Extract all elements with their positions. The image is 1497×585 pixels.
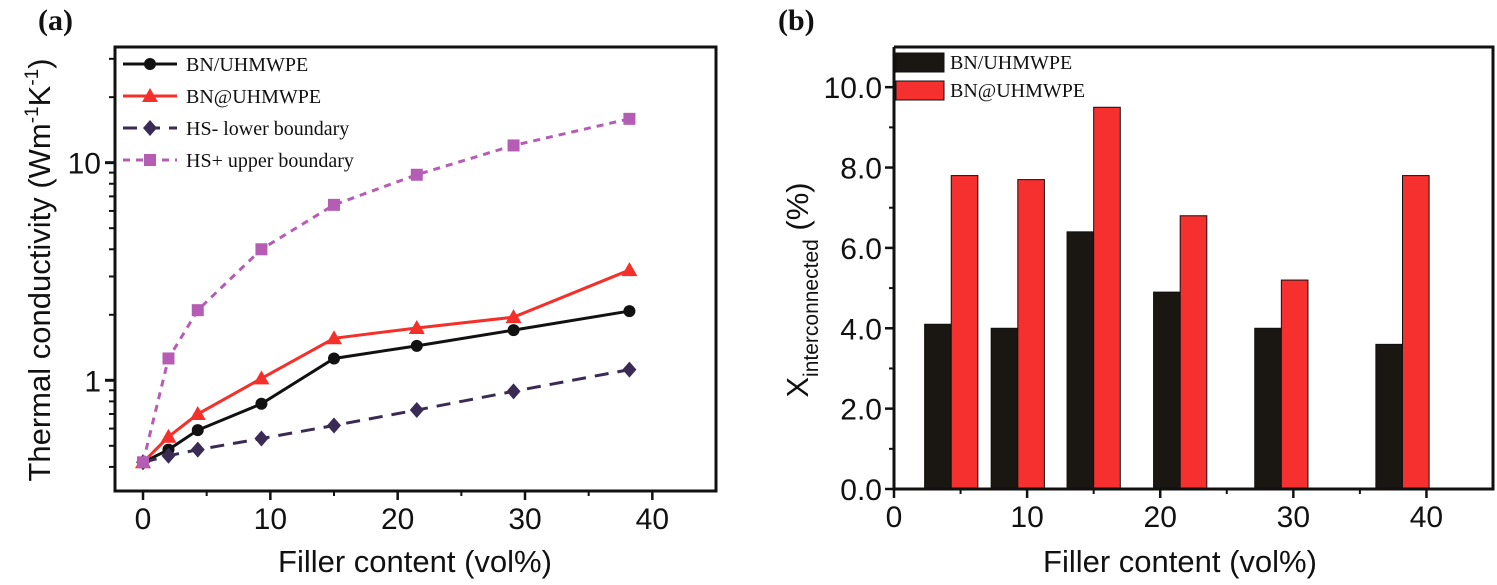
y-tick-label-b: 8.0 bbox=[840, 153, 882, 186]
bar bbox=[1017, 179, 1045, 490]
legend-label: BN@UHMWPE bbox=[950, 80, 1085, 102]
series-0 bbox=[137, 305, 636, 469]
data-point bbox=[255, 243, 268, 256]
bar bbox=[1254, 327, 1282, 490]
data-point bbox=[162, 352, 175, 365]
y-tick-label-a: 10 bbox=[68, 148, 101, 181]
y-tick-label-b: 0.0 bbox=[840, 474, 882, 507]
bar bbox=[950, 175, 979, 490]
plot-frame-a bbox=[113, 45, 718, 493]
chart-a: (a) Filler content (vol%) Thermal conduc… bbox=[22, 4, 718, 579]
chart-b: (b) Filler content (vol%) Xinterconnecte… bbox=[778, 4, 1495, 579]
legend-item: HS- lower boundary bbox=[123, 118, 349, 140]
x-tick-label-a: 10 bbox=[254, 503, 287, 536]
legend-item: BN/UHMWPE bbox=[123, 54, 308, 76]
data-point bbox=[254, 430, 269, 447]
data-point bbox=[255, 397, 268, 410]
y-tick-label-b: 10.0 bbox=[824, 72, 882, 105]
data-point bbox=[410, 168, 423, 181]
panel-label-a: (a) bbox=[38, 4, 73, 37]
legend-marker bbox=[143, 120, 157, 136]
bar bbox=[1280, 279, 1309, 490]
legend-marker bbox=[144, 154, 156, 166]
data-point bbox=[189, 406, 206, 421]
bar bbox=[1066, 231, 1095, 490]
series-line bbox=[142, 309, 630, 464]
x-tick-label-b: 40 bbox=[1410, 501, 1443, 534]
legend-item: HS+ upper boundary bbox=[123, 150, 354, 172]
x-tick-label-a: 0 bbox=[135, 503, 152, 536]
legend-label: HS+ upper boundary bbox=[186, 150, 354, 172]
x-tick-label-b: 20 bbox=[1144, 501, 1177, 534]
series-3 bbox=[137, 112, 636, 469]
y-axis-label-a: Thermal conductivity (Wm-1K-1) bbox=[22, 58, 57, 481]
bar bbox=[1153, 291, 1181, 490]
y-tick-label-b: 6.0 bbox=[840, 233, 882, 266]
data-point bbox=[621, 262, 638, 277]
data-point bbox=[328, 198, 341, 211]
data-point bbox=[623, 305, 636, 318]
data-point bbox=[505, 309, 522, 324]
x-tick-label-b: 0 bbox=[886, 501, 903, 534]
data-point bbox=[410, 339, 423, 352]
y-tick-label-a: 1 bbox=[84, 365, 101, 398]
y-tick-label-b: 2.0 bbox=[840, 394, 882, 427]
data-point bbox=[190, 441, 205, 458]
series-2 bbox=[136, 361, 637, 471]
panel-label-b: (b) bbox=[778, 4, 815, 37]
data-point bbox=[507, 324, 520, 337]
plot-frame-b bbox=[892, 45, 1495, 491]
data-point bbox=[137, 456, 150, 469]
bar bbox=[924, 323, 952, 490]
x-axis-label-b: Filler content (vol%) bbox=[1043, 544, 1317, 579]
legend-marker bbox=[144, 58, 156, 70]
data-point bbox=[160, 428, 177, 443]
data-point bbox=[253, 370, 270, 385]
x-tick-label-b: 10 bbox=[1010, 501, 1043, 534]
series-1 bbox=[135, 262, 638, 469]
x-tick-label-a: 20 bbox=[381, 503, 414, 536]
bar bbox=[1179, 215, 1208, 490]
legend-item: BN@UHMWPE bbox=[123, 86, 321, 108]
y-axis-label-b: Xinterconnected (%) bbox=[780, 182, 823, 397]
x-tick-label-a: 30 bbox=[508, 503, 541, 536]
data-point bbox=[622, 361, 637, 378]
legend-marker bbox=[142, 88, 158, 102]
legend-label: BN/UHMWPE bbox=[950, 52, 1072, 74]
legend-label: BN/UHMWPE bbox=[186, 54, 308, 76]
data-point bbox=[161, 447, 176, 464]
data-point bbox=[409, 402, 424, 419]
data-point bbox=[506, 383, 521, 400]
series-line bbox=[142, 368, 630, 464]
legend-label: BN@UHMWPE bbox=[186, 86, 321, 108]
legend-swatch bbox=[895, 80, 945, 101]
series-line bbox=[141, 117, 630, 463]
data-point bbox=[507, 139, 520, 152]
series-line bbox=[141, 268, 630, 464]
data-point bbox=[191, 424, 204, 437]
data-point bbox=[328, 352, 341, 365]
data-point bbox=[326, 330, 343, 345]
bar bbox=[990, 327, 1019, 490]
legend-swatch bbox=[895, 52, 945, 73]
x-tick-label-b: 30 bbox=[1277, 501, 1310, 534]
data-point bbox=[191, 304, 204, 317]
bar bbox=[1093, 106, 1121, 490]
data-point bbox=[408, 319, 425, 334]
bar bbox=[1401, 175, 1430, 490]
x-tick-label-a: 40 bbox=[636, 503, 669, 536]
y-tick-label-b: 4.0 bbox=[840, 313, 882, 346]
x-axis-label-a: Filler content (vol%) bbox=[278, 544, 552, 579]
legend-label: HS- lower boundary bbox=[186, 118, 349, 140]
data-point bbox=[327, 417, 342, 434]
data-point bbox=[623, 112, 636, 125]
bar bbox=[1375, 343, 1403, 490]
